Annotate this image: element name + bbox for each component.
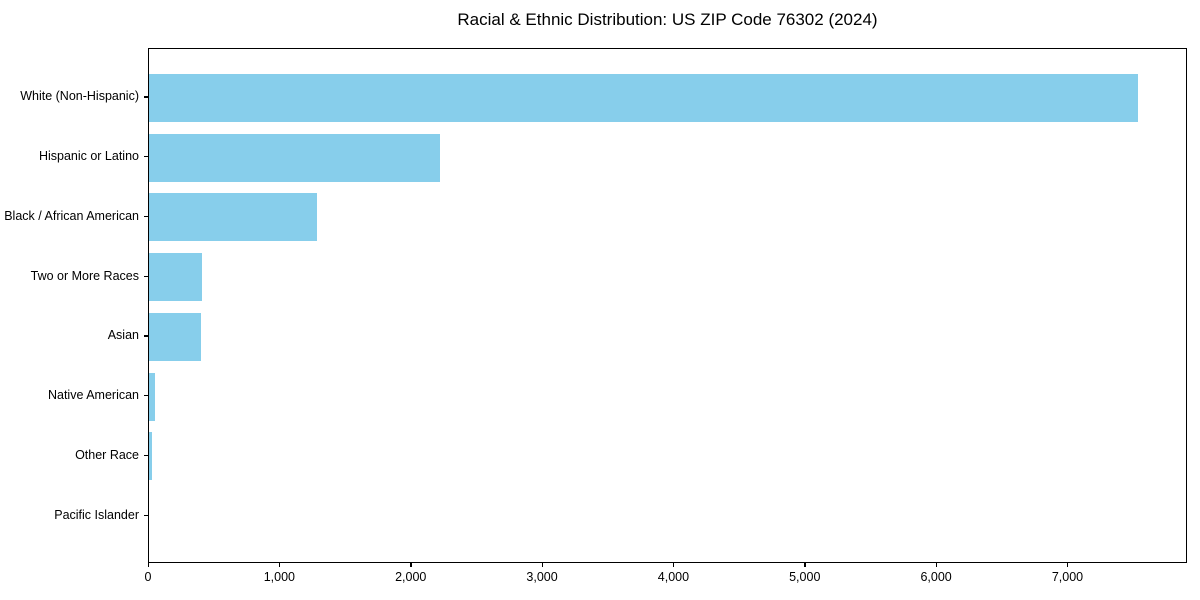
y-tick-label: Other Race	[75, 447, 139, 462]
x-tick-label: 0	[144, 570, 152, 584]
x-tick-mark	[410, 563, 412, 567]
bar-native-american	[149, 372, 155, 421]
x-tick-mark	[147, 563, 149, 567]
y-tick-mark	[144, 215, 148, 218]
bar-hispanic-or-latino	[149, 133, 440, 182]
x-tick-label: 7,000	[1051, 570, 1084, 584]
x-tick-label: 4,000	[657, 570, 690, 584]
x-tick-label: 1,000	[263, 570, 295, 584]
x-tick-mark	[804, 563, 806, 567]
x-tick-mark	[541, 563, 543, 567]
x-tick-label: 2,000	[395, 570, 427, 584]
y-tick-mark	[144, 395, 148, 397]
x-tick-label: 5,000	[789, 570, 821, 584]
plot-area	[148, 48, 1187, 563]
y-tick-label: Pacific Islander	[54, 507, 139, 522]
y-tick-mark	[144, 156, 148, 158]
y-tick-mark	[144, 96, 148, 98]
y-tick-label: Two or More Races	[30, 268, 139, 283]
x-tick-mark	[935, 563, 937, 567]
x-tick-mark	[672, 563, 675, 567]
y-tick-label: Black / African American	[4, 208, 139, 223]
bar-other-race	[149, 432, 152, 481]
bar-two-or-more-races	[149, 253, 202, 302]
y-tick-label: White (Non-Hispanic)	[20, 89, 139, 104]
y-tick-label: Native American	[47, 388, 139, 403]
y-tick-mark	[144, 335, 148, 337]
bar-white-non-hispanic	[149, 73, 1138, 122]
x-tick-mark	[1066, 563, 1069, 567]
y-tick-mark	[144, 454, 148, 457]
x-tick-label: 3,000	[526, 570, 558, 584]
bar-asian	[149, 312, 201, 361]
x-tick-label: 6,000	[920, 570, 952, 584]
chart-title: Racial & Ethnic Distribution: US ZIP Cod…	[457, 10, 878, 29]
y-tick-mark	[144, 514, 148, 516]
x-tick-mark	[278, 563, 281, 567]
y-tick-label: Hispanic or Latino	[38, 149, 139, 164]
y-tick-label: Asian	[107, 328, 139, 343]
y-tick-mark	[144, 275, 148, 277]
bar-black-african-american	[149, 193, 317, 242]
